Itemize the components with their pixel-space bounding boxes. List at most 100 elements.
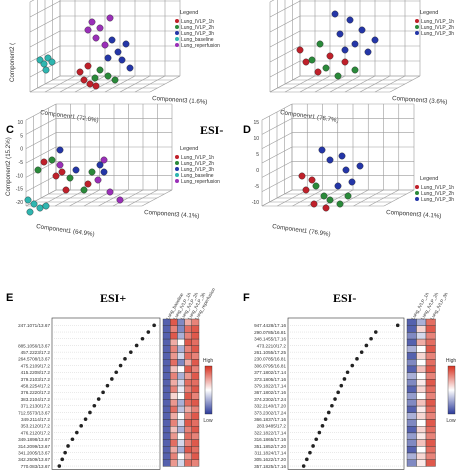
- panel-c-data-point: [36, 204, 44, 212]
- panel-c-ytick-label: -20: [16, 200, 23, 206]
- chart-layer: Component1 (72.6%)Component3 (1.6%)Compo…: [5, 0, 456, 470]
- panel-e-heatmap-cell: [184, 419, 193, 427]
- panel-e-heatmap-cell: [184, 405, 193, 414]
- panel-f-heatmap-cell: [425, 318, 436, 326]
- panel-f-heatmap-cell: [416, 392, 427, 400]
- panel-d-data-point: [322, 204, 330, 212]
- panel-f-heatmap-cell: [406, 345, 417, 353]
- panel-f-vip-point: [336, 390, 340, 395]
- panel-f-feature-label: 261.1055/17.25: [254, 350, 286, 355]
- panel-f-heatmap-cell: [406, 399, 417, 407]
- panel-f-heatmap-cell: [416, 432, 427, 440]
- panel-e-feature-label: 476.2120/17.2: [21, 430, 51, 435]
- panel-a-data-point: [42, 66, 50, 74]
- panel-b-zlabel: Component3 (3.6%): [392, 95, 448, 106]
- panel-e-heatmap-cell: [169, 399, 178, 407]
- panel-d-data-point: [326, 156, 334, 164]
- panel-b-data-point: [341, 58, 349, 66]
- panel-c-ytick-label: 5: [20, 133, 23, 139]
- panel-f-feature-label: 230.0785/16.81: [254, 357, 286, 362]
- panel-f-heatmap-cell: [425, 379, 436, 387]
- panel-e-plot-frame: [51, 317, 161, 470]
- panel-e-legend-low-label: Low: [203, 418, 213, 424]
- panel-e-heatmap-cell: [191, 365, 200, 373]
- panel-e-heatmap-cell: [184, 459, 193, 467]
- panel-f-heatmap-cell: [406, 412, 417, 420]
- panel-e-heatmap-cell: [169, 446, 178, 454]
- panel-e-title: ESI+: [100, 291, 126, 305]
- panel-f-feature-label: 947.4428/17.16: [254, 323, 286, 328]
- panel-a-data-point: [84, 26, 92, 34]
- panel-f-heatmap-cell: [406, 365, 417, 373]
- panel-f-heatmap-cell: [416, 459, 427, 467]
- panel-b-data-point: [334, 72, 342, 80]
- panel-c-data-point: [96, 161, 104, 169]
- panel-e-feature-label: 712.5573/13.67: [18, 410, 50, 415]
- panel-c-legend-entry: Lung_reperfusion: [181, 179, 220, 185]
- panel-c-data-point: [58, 168, 66, 176]
- panel-f-vip-point: [311, 444, 315, 448]
- panel-e-feature-label: 379.2103/17.2: [21, 377, 51, 382]
- panel-f-heatmap-cell: [425, 439, 436, 447]
- panel-e-heatmap-cell: [162, 359, 171, 367]
- panel-d-data-point: [326, 196, 334, 204]
- panel-e-heatmap-cell: [162, 419, 171, 427]
- panel-e-heatmap-cell: [169, 338, 178, 347]
- panel-f-feature-label: 373.2302/17.24: [254, 410, 286, 415]
- panel-a-data-point: [122, 40, 130, 48]
- panel-d-legend-title: Legend: [420, 176, 438, 182]
- panel-f-vip-point: [330, 403, 334, 408]
- panel-d-data-point: [312, 182, 320, 190]
- panel-e-heatmap-cell: [169, 459, 178, 467]
- panel-a-legend-marker: [175, 19, 179, 23]
- panel-e-heatmap-cell: [177, 379, 185, 387]
- panel-f-feature-label: 373.1805/17.16: [254, 377, 286, 382]
- panel-c-legend-marker: [175, 161, 179, 165]
- panel-e-heatmap-cell: [184, 452, 193, 460]
- panel-f-heatmap-cell: [425, 459, 436, 467]
- panel-a-data-point: [76, 68, 84, 76]
- panel-e-vip-point: [140, 336, 145, 341]
- panel-f-vip-point: [308, 450, 312, 455]
- panel-e-vip-point: [101, 390, 105, 395]
- panel-e-heatmap-cell: [191, 372, 200, 380]
- panel-e-heatmap-cell: [177, 365, 185, 373]
- panel-f-heatmap-cell: [425, 332, 436, 340]
- panel-f-heatmap-cell: [425, 405, 436, 414]
- panel-f-heatmap-cell: [406, 359, 417, 367]
- panel-f-vip-point: [359, 350, 364, 354]
- panel-a-legend-entry: Lung_IVLP_1h: [181, 19, 214, 25]
- panel-c-data-point: [84, 180, 92, 188]
- panel-f-heatmap-cell: [406, 338, 417, 347]
- panel-f-vip-point: [301, 464, 306, 468]
- panel-c-data-point: [40, 158, 48, 166]
- panel-f-heatmap-cell: [425, 419, 436, 427]
- panel-e-heatmap-cell: [191, 412, 200, 420]
- panel-c-data-point: [94, 176, 102, 184]
- panel-b-xlabel: Component1 (76.7%): [280, 109, 339, 124]
- panel-f-heatmap-cell: [425, 399, 436, 407]
- panel-a-ylabel: Component2 (: [9, 42, 16, 82]
- panel-e-feature-label: 349.1898/13.67: [18, 437, 50, 442]
- panel-c-legend-marker: [175, 167, 179, 171]
- panel-e-vip-point: [105, 383, 110, 388]
- panel-e-heatmap-cell: [169, 359, 178, 367]
- panel-a-legend-entry: Lung_IVLP_3h: [181, 31, 214, 37]
- panel-f-heatmap-cell: [416, 379, 427, 387]
- panel-d-legend-marker: [415, 191, 419, 195]
- panel-e-heatmap-cell: [191, 332, 200, 340]
- panel-e-heatmap-cell: [177, 452, 185, 460]
- panel-e-heatmap-cell: [184, 379, 193, 387]
- panel-a-data-point: [96, 66, 104, 74]
- panel-a-data-point: [106, 14, 114, 22]
- panel-e-heatmap-cell: [162, 352, 171, 360]
- panel-d-legend-marker: [415, 197, 419, 201]
- panel-b-data-point: [351, 66, 359, 74]
- panel-c-data-point: [72, 166, 80, 174]
- panel-d-legend-entry: Lung_IVLP_1h: [421, 185, 454, 191]
- panel-b-legend-entry: Lung_IVLP_2h: [421, 25, 454, 31]
- panel-e-heatmap-cell: [169, 392, 178, 400]
- panel-f-heatmap-cell: [406, 372, 417, 380]
- panel-f-vip-point: [333, 397, 337, 401]
- panel-e-heatmap-cell: [177, 432, 185, 440]
